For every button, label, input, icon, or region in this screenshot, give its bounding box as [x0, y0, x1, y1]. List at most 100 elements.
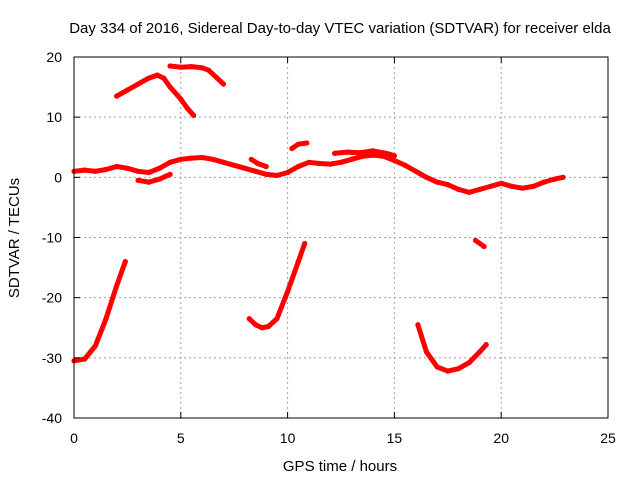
data-point: [248, 156, 254, 162]
data-point: [191, 112, 197, 118]
data-point: [455, 186, 462, 192]
data-point: [114, 93, 120, 99]
data-point: [253, 322, 259, 328]
data-point: [135, 168, 141, 174]
data-point: [344, 149, 350, 155]
data-point: [466, 189, 472, 195]
y-tick-label: -40: [42, 410, 62, 426]
data-point: [92, 343, 98, 349]
data-point: [295, 163, 301, 170]
data-point: [477, 349, 483, 355]
data-point: [82, 167, 88, 173]
x-tick-label: 10: [280, 430, 296, 446]
data-point: [302, 240, 308, 247]
data-point: [520, 185, 526, 191]
data-point: [220, 81, 227, 87]
data-point: [103, 316, 109, 322]
data-point: [184, 105, 190, 111]
data-point: [199, 65, 205, 71]
data-point: [135, 81, 141, 87]
data-point: [82, 356, 88, 362]
data-point: [332, 150, 338, 156]
data-point: [434, 364, 440, 370]
data-point: [413, 168, 419, 174]
data-point: [402, 162, 408, 168]
series-arc-left: [114, 72, 197, 118]
data-point: [156, 165, 162, 171]
data-point: [304, 140, 310, 146]
data-point: [455, 366, 462, 372]
data-point: [445, 182, 451, 188]
data-point: [285, 289, 291, 295]
data-point: [178, 156, 184, 162]
data-point: [295, 259, 301, 265]
data-point: [210, 156, 216, 162]
data-point: [357, 150, 363, 156]
y-tick-label: -20: [42, 290, 62, 306]
data-point: [199, 154, 205, 161]
data-point: [188, 64, 195, 70]
data-point: [265, 323, 271, 330]
series-dip-shoulder: [135, 171, 173, 185]
grid: [74, 57, 608, 418]
data-point: [220, 159, 227, 165]
data-point: [246, 316, 252, 322]
x-tick-label: 15: [387, 430, 403, 446]
data-point: [391, 157, 397, 164]
data-point: [466, 360, 472, 366]
data-point: [349, 156, 355, 162]
data-point: [114, 163, 120, 170]
data-point: [473, 237, 479, 244]
data-point: [274, 316, 280, 322]
data-point: [161, 75, 167, 81]
data-point: [214, 75, 220, 81]
data-point: [167, 63, 173, 69]
data-point: [146, 75, 152, 81]
data-point: [154, 72, 160, 78]
data-point: [530, 183, 536, 189]
data-point: [370, 152, 376, 158]
data-point: [560, 174, 566, 180]
data-series: [71, 63, 566, 374]
data-point: [327, 161, 333, 167]
y-tick-label: 20: [46, 49, 62, 65]
x-tick-label: 5: [177, 430, 185, 446]
data-point: [317, 160, 323, 167]
data-point: [263, 171, 269, 177]
y-tick-label: -30: [42, 350, 62, 366]
data-point: [423, 174, 429, 180]
data-point: [146, 179, 152, 185]
data-point: [231, 162, 237, 168]
data-point: [178, 96, 184, 102]
data-point: [178, 64, 184, 70]
data-point: [487, 183, 494, 189]
data-point: [391, 153, 397, 159]
data-point: [306, 159, 312, 165]
data-point: [124, 165, 130, 171]
data-point: [255, 160, 261, 167]
y-tick-label: -10: [42, 230, 62, 246]
data-point: [124, 87, 130, 93]
data-point: [483, 342, 489, 348]
data-point: [370, 148, 376, 154]
x-tick-label: 25: [600, 430, 616, 446]
x-tick-label: 20: [493, 430, 509, 446]
data-point: [253, 168, 259, 174]
x-tick-label: 0: [70, 430, 78, 446]
chart-title: Day 334 of 2016, Sidereal Day-to-day VTE…: [69, 20, 611, 37]
data-point: [383, 150, 389, 156]
data-point: [285, 169, 291, 176]
data-point: [289, 145, 295, 152]
data-point: [434, 179, 440, 185]
data-point: [122, 259, 128, 265]
y-tick-label: 10: [46, 109, 62, 125]
data-point: [167, 159, 173, 165]
data-point: [415, 322, 421, 328]
data-point: [263, 163, 269, 170]
data-point: [338, 159, 344, 165]
data-point: [135, 177, 141, 183]
y-tick-label: 0: [54, 169, 62, 185]
data-point: [114, 283, 120, 289]
data-point: [498, 180, 504, 186]
